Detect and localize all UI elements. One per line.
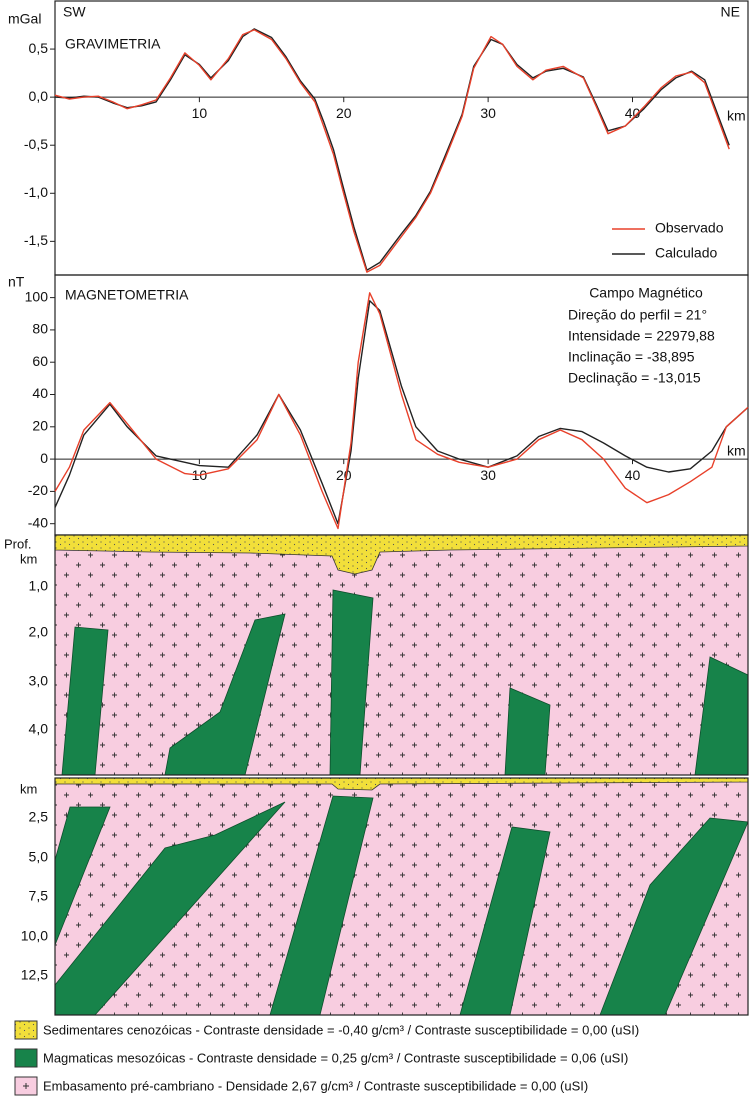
y-tick-label: 0,5 <box>29 40 49 56</box>
depth-tick: 2,0 <box>29 624 49 640</box>
y-tick-label: 80 <box>32 321 48 337</box>
y-tick-label: 100 <box>25 288 49 304</box>
chart-title: MAGNETOMETRIA <box>65 287 189 303</box>
depth-unit: km <box>20 551 37 566</box>
y-tick-label: -0,5 <box>24 136 48 152</box>
x-tick-label: 20 <box>336 467 352 483</box>
legend-text: Magmaticas mesozóicas - Contraste densid… <box>43 1050 628 1065</box>
chart-title: GRAVIMETRIA <box>65 36 161 52</box>
annotation: Direção do perfil = 21° <box>568 307 707 323</box>
y-tick-label: 40 <box>32 385 48 401</box>
series-line <box>55 29 729 270</box>
legend-text: Embasamento pré-cambriano - Densidade 2,… <box>43 1078 588 1093</box>
y-tick-label: -1,5 <box>24 232 48 248</box>
legend-text: Sedimentares cenozóicas - Contraste dens… <box>43 1022 639 1037</box>
depth-tick: 2,5 <box>29 809 49 825</box>
depth-tick: 3,0 <box>29 673 49 689</box>
basement <box>55 535 748 775</box>
depth-tick: 1,0 <box>29 578 49 594</box>
legend-label: Observado <box>655 220 724 236</box>
legend-swatch <box>15 1021 37 1039</box>
y-tick-label: 0 <box>40 450 48 466</box>
depth-unit: km <box>20 781 37 796</box>
right-label: NE <box>721 4 740 20</box>
y-tick-label: 0,0 <box>29 88 49 104</box>
y-unit: mGal <box>8 11 41 27</box>
y-tick-label: -20 <box>28 482 48 498</box>
annotation: Campo Magnético <box>589 285 703 301</box>
x-tick-label: 10 <box>192 105 208 121</box>
depth-tick: 7,5 <box>29 888 49 904</box>
annotation: Inclinação = -38,895 <box>568 349 695 365</box>
legend-label: Calculado <box>655 245 717 261</box>
y-tick-label: -40 <box>28 514 48 530</box>
x-tick-label: 30 <box>480 467 496 483</box>
left-label: SW <box>63 4 86 20</box>
y-tick-label: -1,0 <box>24 184 48 200</box>
legend-swatch <box>15 1049 37 1067</box>
x-tick-label: 30 <box>480 105 496 121</box>
annotation: Declinação = -13,015 <box>568 370 701 386</box>
depth-unit: Prof. <box>4 536 31 551</box>
y-tick-label: 60 <box>32 353 48 369</box>
x-tick-label: 40 <box>625 467 641 483</box>
x-label: km <box>727 443 746 459</box>
section-2 <box>55 778 748 1015</box>
x-label: km <box>727 108 746 124</box>
annotation: Intensidade = 22979,88 <box>568 328 715 344</box>
depth-tick: 10,0 <box>21 928 48 944</box>
depth-tick: 4,0 <box>29 721 49 737</box>
depth-tick: 12,5 <box>21 967 48 983</box>
figure: mGal SW NE GRAVIMETRIA km nT MAGNETOMETR… <box>0 0 749 1103</box>
y-unit: nT <box>8 274 25 290</box>
series-line <box>55 30 729 272</box>
y-tick-label: 20 <box>32 418 48 434</box>
section-1 <box>55 535 748 775</box>
depth-tick: 5,0 <box>29 849 49 865</box>
x-tick-label: 20 <box>336 105 352 121</box>
